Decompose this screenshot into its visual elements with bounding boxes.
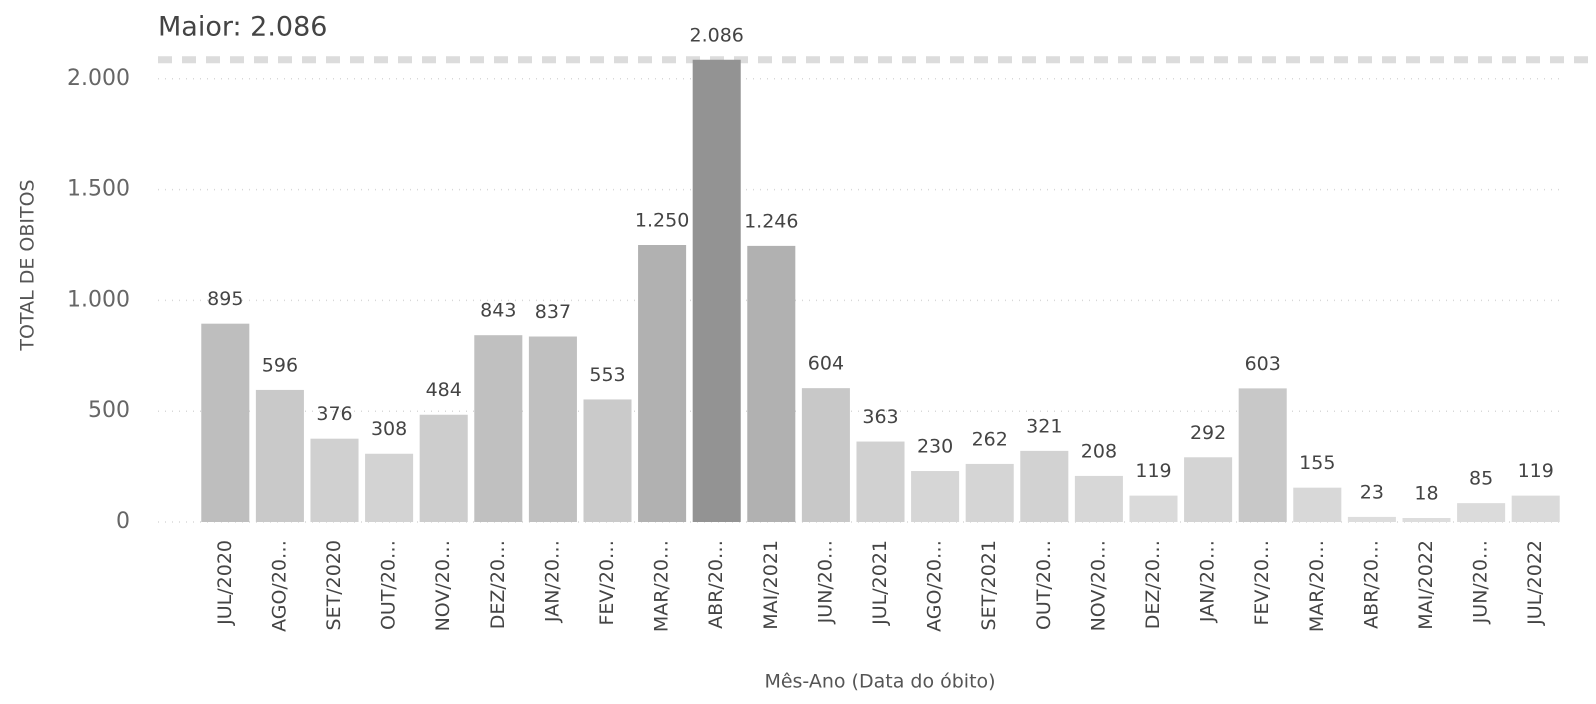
bar	[528, 336, 577, 522]
data-label: 292	[1190, 422, 1226, 444]
x-tick-label: MAI/2022	[1415, 540, 1437, 630]
data-label: 895	[207, 288, 243, 310]
y-tick-label: 2.000	[67, 66, 130, 91]
x-tick-label: AGO/20…	[924, 540, 946, 632]
data-label: 23	[1360, 481, 1384, 503]
data-label: 321	[1026, 415, 1062, 437]
data-label: 1.250	[635, 210, 689, 232]
bar	[583, 399, 632, 522]
data-label: 18	[1414, 483, 1438, 505]
x-tick-label: SET/2021	[978, 540, 1000, 630]
data-label: 363	[862, 406, 898, 428]
x-tick-label: AGO/20…	[268, 540, 290, 632]
data-label: 119	[1518, 460, 1554, 482]
y-tick-label: 0	[116, 509, 130, 534]
data-label: 603	[1245, 353, 1281, 375]
annotation-label: Maior: 2.086	[158, 12, 327, 43]
y-tick-label: 1.000	[67, 287, 130, 312]
data-label: 155	[1299, 452, 1335, 474]
x-tick-label: OUT/20…	[1033, 540, 1055, 630]
bar	[1511, 495, 1560, 522]
bar	[1129, 495, 1178, 522]
x-tick-label: DEZ/20…	[1142, 540, 1164, 629]
x-tick-label: JAN/20…	[1197, 540, 1219, 623]
x-tick-label: NOV/20…	[1087, 540, 1109, 631]
x-tick-label: JUN/20…	[814, 540, 836, 624]
bar	[856, 441, 905, 522]
y-tick-label: 500	[88, 398, 130, 423]
bar	[911, 471, 960, 522]
x-tick-label: ABR/20…	[1360, 540, 1382, 629]
data-label: 843	[480, 300, 516, 322]
bar	[474, 335, 523, 522]
bar	[1457, 503, 1506, 522]
data-label: 553	[589, 364, 625, 386]
x-tick-label: JAN/20…	[541, 540, 563, 623]
bar	[1238, 388, 1287, 522]
bar	[801, 388, 850, 522]
x-tick-label: DEZ/20…	[487, 540, 509, 629]
x-tick-label: SET/2020	[323, 540, 345, 630]
y-axis-title: TOTAL DE OBITOS	[17, 179, 39, 351]
data-label: 596	[262, 354, 298, 376]
data-label: 1.246	[744, 210, 798, 232]
data-label: 2.086	[689, 24, 743, 46]
bar	[1184, 457, 1233, 522]
data-label: 208	[1081, 440, 1117, 462]
data-label: 85	[1469, 468, 1493, 490]
x-tick-label: JUL/2020	[214, 540, 236, 626]
data-label: 376	[316, 403, 352, 425]
x-tick-label: MAI/2021	[760, 540, 782, 630]
x-tick-label: FEV/20…	[596, 540, 618, 626]
bar	[365, 453, 414, 522]
bar	[255, 389, 304, 522]
bar	[1020, 450, 1069, 522]
bar	[1347, 516, 1396, 522]
bar	[965, 463, 1014, 522]
data-label: 119	[1135, 460, 1171, 482]
x-tick-label: MAR/20…	[1306, 540, 1328, 632]
data-label: 484	[426, 379, 462, 401]
bar	[1293, 487, 1342, 522]
data-label: 837	[535, 301, 571, 323]
bar	[747, 245, 796, 522]
bar	[1402, 518, 1451, 522]
x-tick-label: ABR/20…	[705, 540, 727, 629]
x-tick-label: NOV/20…	[432, 540, 454, 631]
data-label: 262	[972, 428, 1008, 450]
x-tick-label: FEV/20…	[1251, 540, 1273, 626]
bar	[201, 323, 250, 522]
x-tick-label: JUN/20…	[1470, 540, 1492, 624]
x-tick-label: JUL/2022	[1524, 540, 1546, 626]
bar	[419, 414, 468, 522]
data-label: 604	[808, 353, 844, 375]
data-label: 230	[917, 436, 953, 458]
x-axis-title: Mês-Ano (Data do óbito)	[764, 671, 995, 693]
y-tick-label: 1.500	[67, 177, 130, 202]
bar	[638, 245, 687, 522]
bar	[692, 59, 741, 522]
bar	[1074, 475, 1123, 522]
data-label: 308	[371, 418, 407, 440]
x-tick-label: OUT/20…	[378, 540, 400, 630]
x-tick-label: JUL/2021	[869, 540, 891, 626]
x-tick-label: MAR/20…	[651, 540, 673, 632]
bar	[310, 438, 359, 522]
